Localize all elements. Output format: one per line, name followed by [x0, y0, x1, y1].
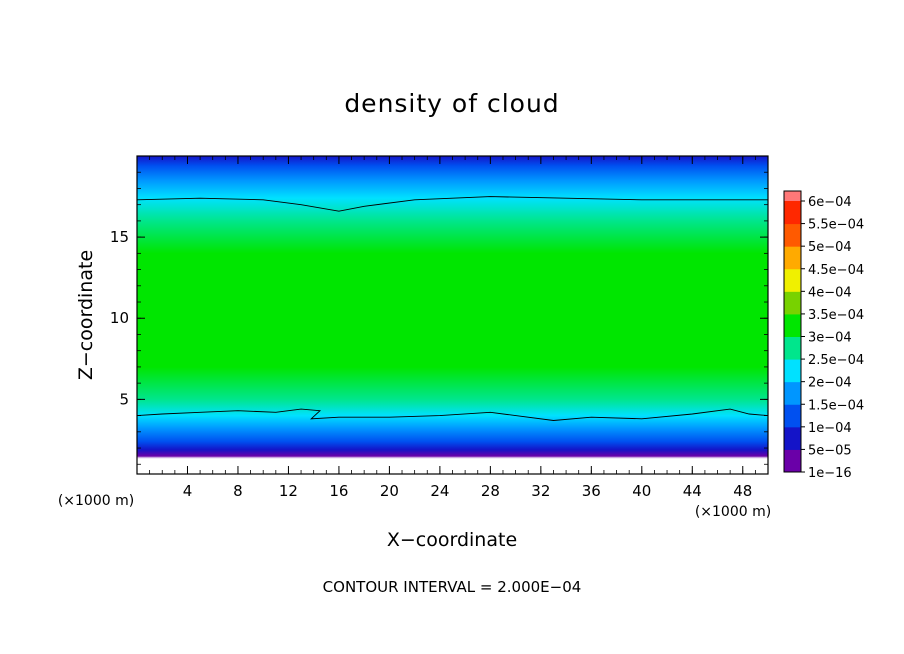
x-tick-label: 8 — [233, 482, 243, 500]
colorbar-label: 2e−04 — [808, 376, 852, 391]
y-tick-label: 15 — [110, 228, 129, 246]
x-tick-label: 28 — [481, 482, 500, 500]
x-tick-label: 48 — [733, 482, 752, 500]
colorbar-swatch — [784, 223, 801, 247]
colorbar-swatch — [784, 426, 801, 450]
colorbar-label: 6e−04 — [808, 195, 852, 210]
y-tick-label: 10 — [110, 309, 129, 327]
colorbar-swatch — [784, 336, 801, 360]
contour-line-2 — [137, 408, 768, 421]
colorbar-label: 1e−16 — [808, 466, 852, 481]
x-unit-label-right: (×1000 m) — [695, 504, 771, 520]
contour-line-1 — [137, 196, 768, 212]
y-axis-label: Z−coordinate — [75, 250, 97, 380]
colorbar-label: 3e−04 — [808, 331, 852, 346]
x-tick-label: 24 — [430, 482, 449, 500]
x-axis-label: X−coordinate — [387, 529, 517, 551]
x-tick-label: 12 — [279, 482, 298, 500]
colorbar-swatch — [784, 313, 801, 337]
colorbar-swatch — [784, 291, 801, 315]
contour-interval-note: CONTOUR INTERVAL = 2.000E−04 — [323, 578, 582, 596]
colorbar-label: 5e−05 — [808, 443, 852, 458]
colorbar-label: 1.5e−04 — [808, 398, 864, 413]
colorbar-swatch — [784, 359, 801, 383]
colorbar-label: 5e−04 — [808, 240, 852, 255]
colorbar-swatch — [784, 404, 801, 428]
colorbar-label: 5.5e−04 — [808, 218, 864, 233]
colorbar: 1e−16 5e−05 1e−04 1.5e−04 2e−04 2.5e−04 3e−04 3… — [783, 190, 864, 481]
chart-title: density of cloud — [344, 89, 559, 118]
plot-area — [137, 156, 768, 474]
colorbar-swatch — [784, 381, 801, 405]
colorbar-swatch — [784, 449, 801, 473]
x-unit-label-left: (×1000 m) — [58, 493, 134, 509]
colorbar-swatch — [784, 246, 801, 270]
x-tick-label: 16 — [329, 482, 348, 500]
x-tick-label: 4 — [183, 482, 193, 500]
x-tick-label: 20 — [380, 482, 399, 500]
y-axis-ticks: 5 10 15 — [110, 171, 768, 465]
x-tick-label: 36 — [582, 482, 601, 500]
colorbar-label: 3.5e−04 — [808, 308, 864, 323]
colorbar-label: 4e−04 — [808, 285, 852, 300]
colorbar-swatch-top — [784, 191, 801, 201]
contour-lines — [137, 196, 768, 421]
x-tick-label: 32 — [531, 482, 550, 500]
colorbar-label: 2.5e−04 — [808, 353, 864, 368]
density-field — [137, 156, 768, 474]
colorbar-frame — [783, 190, 802, 473]
x-tick-label: 40 — [632, 482, 651, 500]
colorbar-label: 1e−04 — [808, 421, 852, 436]
x-tick-label: 44 — [683, 482, 702, 500]
colorbar-swatch — [784, 268, 801, 292]
colorbar-swatch — [784, 201, 801, 225]
colorbar-label: 4.5e−04 — [808, 263, 864, 278]
y-tick-label: 5 — [119, 390, 129, 408]
x-axis-ticks: 4 8 12 16 20 24 28 32 36 40 44 48 — [149, 156, 756, 500]
